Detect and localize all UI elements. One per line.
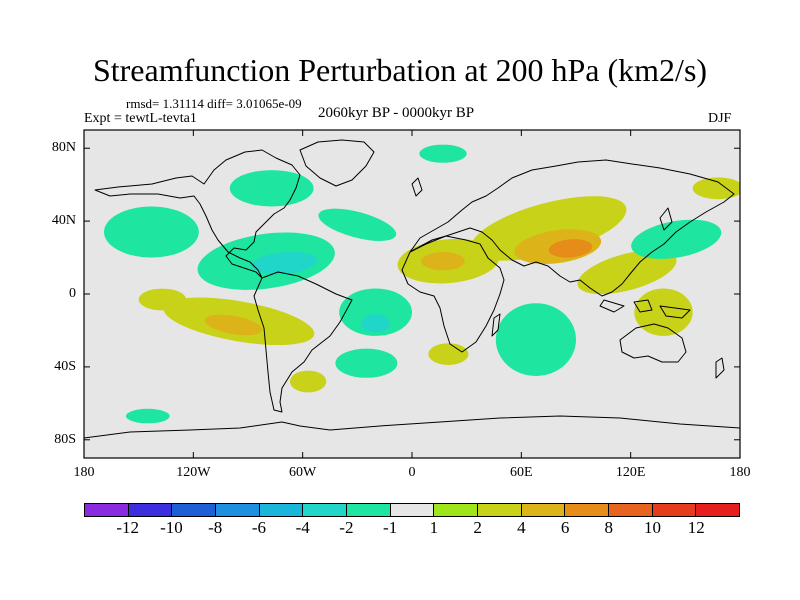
colorbar: [84, 503, 740, 517]
field-positive-2: [548, 239, 593, 258]
chart-title: Streamfunction Perturbation at 200 hPa (…: [92, 52, 708, 88]
coastline-north-america: [94, 149, 301, 279]
field-positive-11: [289, 370, 327, 393]
colorbar-cell-11: [565, 504, 610, 516]
field-negative-16: [103, 206, 199, 258]
coastline-south-america: [253, 271, 353, 413]
colorbar-label-2: -8: [208, 518, 223, 537]
y-tick-label-4: 80S: [54, 431, 76, 447]
colorbar-cell-6: [347, 504, 391, 516]
colorbar-cell-2: [172, 504, 217, 516]
colorbar-cell-14: [696, 504, 740, 516]
y-tick-label-1: 40N: [51, 213, 76, 229]
field-negative-17: [318, 208, 397, 241]
stats-label: rmsd= 1.31114 diff= 3.01065e-09: [126, 96, 302, 111]
colorbar-cell-3: [216, 504, 260, 516]
field-negative-21: [495, 303, 576, 376]
season-label: DJF: [708, 111, 732, 126]
field-positive-10: [428, 343, 469, 365]
coastline-madagascar: [491, 313, 501, 337]
colorbar-cell-12: [609, 504, 653, 516]
coastline-africa: [401, 235, 505, 353]
coastline-greenland: [299, 139, 375, 187]
colorbar-label-3: -6: [251, 518, 266, 537]
coastline-australia: [619, 323, 687, 363]
y-tick-label-0: 80N: [51, 140, 76, 156]
x-tick-label-1: 120W: [176, 465, 211, 480]
colorbar-label-1: -10: [160, 518, 183, 537]
x-tick-label-2: 60W: [289, 465, 317, 480]
colorbar-label-10: 6: [560, 518, 570, 537]
x-tick-label-5: 120E: [615, 465, 646, 480]
x-tick-label-6: 180: [729, 465, 751, 480]
coastline-british-isles: [411, 177, 423, 197]
colorbar-cell-8: [434, 504, 479, 516]
x-tick-label-0: 180: [73, 465, 95, 480]
coastline-antarctica: [84, 415, 740, 439]
coastline-europe-asia: [409, 159, 735, 297]
colorbar-cell-7: [390, 504, 435, 516]
colorbar-cell-5: [303, 504, 348, 516]
field-negative-20: [335, 348, 398, 378]
colorbar-label-12: 10: [644, 518, 662, 537]
colorbar-label-11: 8: [604, 518, 614, 537]
field-negative-14: [251, 251, 318, 275]
field-negative-23: [419, 144, 467, 163]
coastline-japan: [659, 207, 673, 231]
field-positive-3: [577, 250, 677, 295]
field-positive-9: [138, 288, 187, 311]
colorbar-label-7: 1: [429, 518, 439, 537]
period-label: 2060kyr BP - 0000kyr BP: [318, 105, 475, 121]
field-negative-15: [229, 170, 314, 207]
colorbar-label-13: 12: [687, 518, 705, 537]
field-layer: [103, 144, 740, 424]
colorbar-label-8: 2: [473, 518, 482, 537]
y-tick-label-3: 40S: [54, 358, 76, 374]
colorbar-label-4: -4: [295, 518, 310, 537]
tick-marks: [83, 130, 741, 458]
field-negative-24: [125, 408, 170, 424]
colorbar-label-5: -2: [339, 518, 354, 537]
coastline-maritime-islands: [599, 299, 691, 319]
field-positive-8: [204, 314, 263, 336]
colorbar-cell-10: [521, 504, 566, 516]
colorbar-cell-4: [259, 504, 304, 516]
colorbar-cell-0: [85, 504, 129, 516]
colorbar-label-0: -12: [116, 518, 140, 537]
x-tick-label-4: 60E: [510, 465, 533, 480]
field-negative-19: [361, 314, 391, 333]
x-tick-label-3: 0: [408, 465, 416, 480]
field-positive-12: [692, 177, 740, 200]
y-tick-label-2: 0: [69, 286, 76, 301]
colorbar-cell-1: [128, 504, 173, 516]
field-negative-18: [339, 288, 412, 336]
colorbar-cell-13: [652, 504, 697, 516]
field-negative-22: [631, 219, 722, 259]
coastlines: [84, 139, 740, 439]
colorbar-cell-9: [478, 504, 522, 516]
field-positive-0: [470, 196, 627, 261]
field-positive-6: [421, 252, 465, 271]
coastline-new-zealand: [715, 357, 725, 379]
experiment-label: Expt = tewtL-tevta1: [84, 111, 197, 126]
colorbar-label-6: -1: [383, 518, 398, 537]
colorbar-label-9: 4: [517, 518, 526, 537]
